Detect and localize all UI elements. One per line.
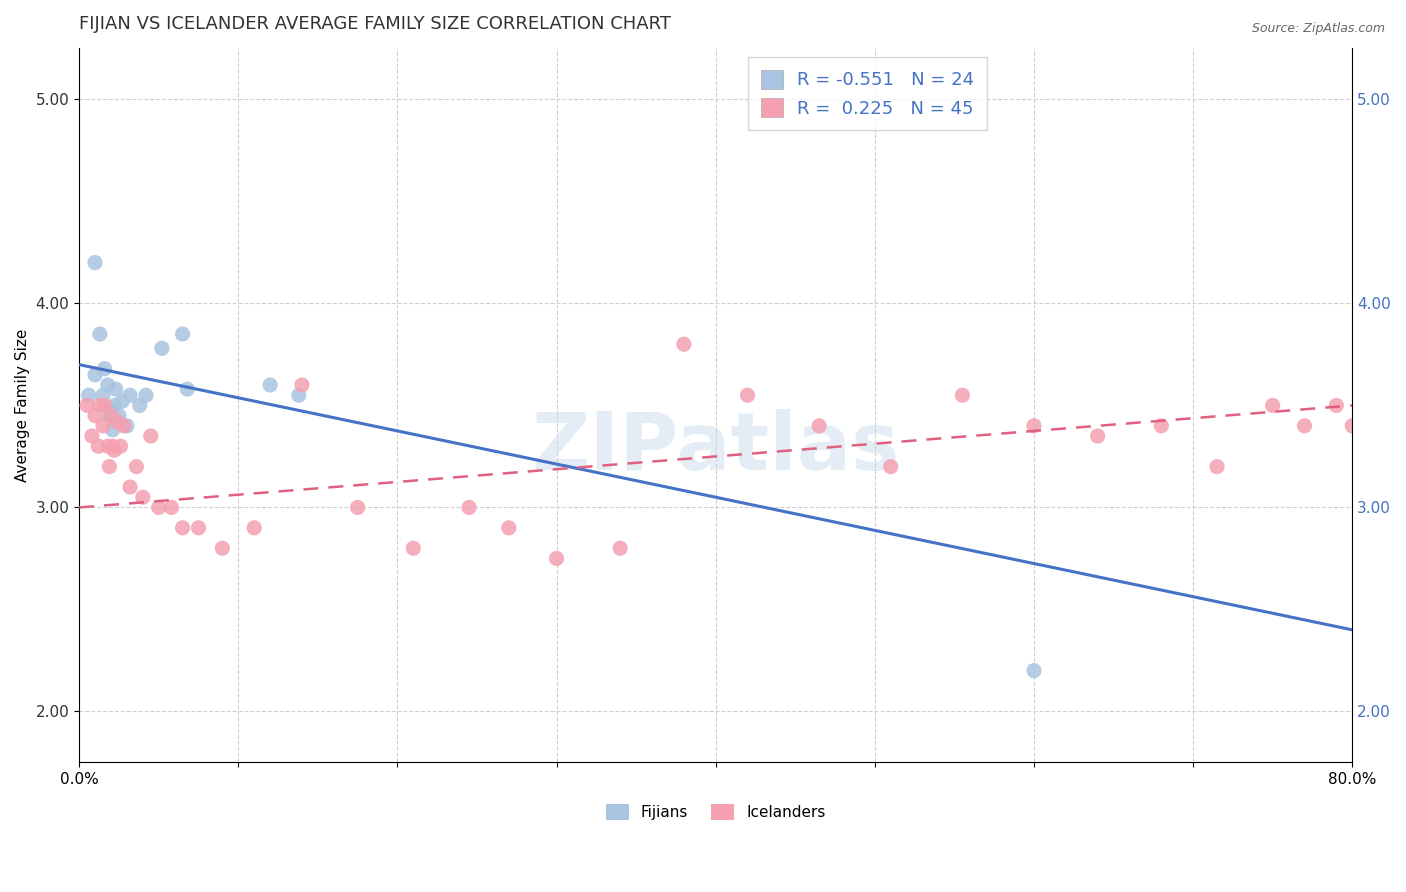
Point [93, 399, 115, 413]
Point [87, 439, 110, 453]
Point [458, 500, 481, 515]
Point [120, 388, 142, 402]
Y-axis label: Average Family Size: Average Family Size [15, 329, 30, 483]
Legend: Fijians, Icelanders: Fijians, Icelanders [599, 798, 832, 826]
Point [100, 409, 122, 423]
Point [93, 361, 115, 376]
Point [84, 368, 107, 382]
Point [950, 388, 973, 402]
Point [880, 459, 903, 474]
Point [97, 439, 120, 453]
Point [128, 399, 150, 413]
Point [1261, 399, 1284, 413]
Point [110, 439, 132, 453]
Point [105, 415, 128, 429]
Point [103, 443, 125, 458]
Point [172, 326, 194, 341]
Point [98, 409, 121, 423]
Point [291, 378, 314, 392]
Point [98, 459, 121, 474]
Point [80, 429, 103, 443]
Point [1022, 418, 1045, 433]
Point [1206, 459, 1229, 474]
Point [135, 388, 157, 402]
Point [1022, 664, 1045, 678]
Point [101, 423, 124, 437]
Point [97, 378, 120, 392]
Point [187, 521, 209, 535]
Point [498, 521, 520, 535]
Point [111, 394, 134, 409]
Point [150, 341, 173, 355]
Point [211, 541, 233, 556]
Point [108, 409, 131, 423]
Point [112, 418, 135, 433]
Point [91, 418, 114, 433]
Point [103, 399, 125, 413]
Point [287, 388, 309, 402]
Point [346, 500, 368, 515]
Point [115, 418, 138, 433]
Point [737, 388, 759, 402]
Point [172, 521, 194, 535]
Point [243, 521, 266, 535]
Point [160, 500, 183, 515]
Point [125, 459, 148, 474]
Point [808, 418, 831, 433]
Point [100, 402, 122, 417]
Point [672, 337, 695, 351]
Point [89, 399, 111, 413]
Point [84, 255, 107, 269]
Point [89, 326, 111, 341]
Point [1294, 418, 1316, 433]
Point [546, 551, 568, 566]
Point [139, 429, 162, 443]
Point [1324, 399, 1347, 413]
Text: Source: ZipAtlas.com: Source: ZipAtlas.com [1251, 22, 1385, 36]
Point [1150, 418, 1173, 433]
Point [77, 388, 100, 402]
Point [104, 382, 127, 396]
Text: FIJIAN VS ICELANDER AVERAGE FAMILY SIZE CORRELATION CHART: FIJIAN VS ICELANDER AVERAGE FAMILY SIZE … [79, 15, 671, 33]
Point [132, 490, 155, 504]
Text: ZIPatlas: ZIPatlas [531, 409, 900, 487]
Point [1087, 429, 1109, 443]
Point [101, 439, 124, 453]
Point [402, 541, 425, 556]
Point [91, 388, 114, 402]
Point [148, 500, 170, 515]
Point [120, 480, 142, 494]
Point [259, 378, 281, 392]
Point [176, 382, 198, 396]
Point [76, 399, 98, 413]
Point [609, 541, 631, 556]
Point [84, 409, 107, 423]
Point [1341, 418, 1364, 433]
